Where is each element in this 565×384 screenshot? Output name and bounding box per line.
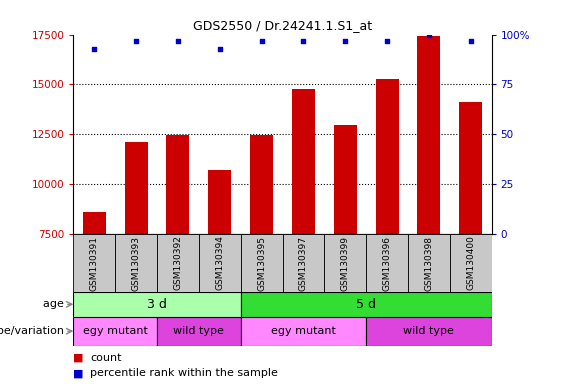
- Bar: [125, 142, 147, 234]
- Bar: [408, 234, 450, 292]
- Bar: [83, 212, 106, 234]
- Bar: [459, 103, 482, 234]
- Bar: [366, 317, 492, 346]
- Bar: [334, 126, 357, 234]
- Text: count: count: [90, 353, 122, 363]
- Text: GSM130395: GSM130395: [257, 235, 266, 291]
- Bar: [292, 89, 315, 234]
- Bar: [366, 234, 408, 292]
- Bar: [376, 79, 398, 234]
- Bar: [167, 136, 189, 234]
- Text: percentile rank within the sample: percentile rank within the sample: [90, 368, 279, 378]
- Text: GSM130394: GSM130394: [215, 236, 224, 290]
- Bar: [418, 36, 440, 234]
- Bar: [450, 234, 492, 292]
- Text: wild type: wild type: [173, 326, 224, 336]
- Bar: [282, 234, 324, 292]
- Text: GSM130400: GSM130400: [466, 236, 475, 290]
- Bar: [241, 317, 366, 346]
- Point: [341, 38, 350, 44]
- Text: 3 d: 3 d: [147, 298, 167, 311]
- Text: GSM130398: GSM130398: [424, 235, 433, 291]
- Point: [466, 38, 475, 44]
- Text: GSM130399: GSM130399: [341, 235, 350, 291]
- Point: [257, 38, 266, 44]
- Point: [424, 31, 433, 38]
- Text: GSM130397: GSM130397: [299, 235, 308, 291]
- Text: age: age: [44, 299, 68, 310]
- Bar: [324, 234, 366, 292]
- Text: ■: ■: [73, 353, 88, 363]
- Text: ■: ■: [73, 368, 88, 378]
- Text: 5 d: 5 d: [356, 298, 376, 311]
- Text: wild type: wild type: [403, 326, 454, 336]
- Point: [90, 45, 99, 51]
- Text: genotype/variation: genotype/variation: [0, 326, 68, 336]
- Title: GDS2550 / Dr.24241.1.S1_at: GDS2550 / Dr.24241.1.S1_at: [193, 19, 372, 32]
- Bar: [250, 136, 273, 234]
- Bar: [115, 234, 157, 292]
- Text: GSM130392: GSM130392: [173, 236, 182, 290]
- Bar: [157, 234, 199, 292]
- Point: [132, 38, 141, 44]
- Text: GSM130393: GSM130393: [132, 235, 141, 291]
- Bar: [241, 292, 492, 317]
- Bar: [73, 234, 115, 292]
- Text: egy mutant: egy mutant: [271, 326, 336, 336]
- Bar: [73, 292, 241, 317]
- Point: [383, 38, 392, 44]
- Bar: [199, 234, 241, 292]
- Text: GSM130396: GSM130396: [383, 235, 392, 291]
- Point: [173, 38, 182, 44]
- Bar: [241, 234, 282, 292]
- Bar: [208, 170, 231, 234]
- Bar: [157, 317, 241, 346]
- Bar: [73, 317, 157, 346]
- Text: egy mutant: egy mutant: [83, 326, 147, 336]
- Point: [215, 45, 224, 51]
- Text: GSM130391: GSM130391: [90, 235, 99, 291]
- Point: [299, 38, 308, 44]
